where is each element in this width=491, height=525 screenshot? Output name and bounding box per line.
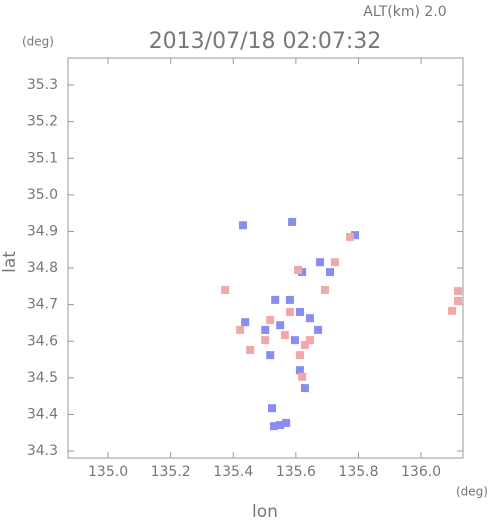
radar-cell <box>295 366 304 375</box>
radar-cell <box>300 384 309 393</box>
radar-cell <box>285 307 294 316</box>
radar-cell <box>453 287 462 296</box>
y-tick-label: 34.3 <box>27 443 58 459</box>
x-tick-label: 135.4 <box>213 464 253 480</box>
chart-title: 2013/07/18 02:07:32 <box>149 29 382 54</box>
y-tick-label: 34.9 <box>27 223 58 239</box>
radar-cell <box>276 321 285 330</box>
radar-cell <box>294 265 303 274</box>
radar-cell <box>453 297 462 306</box>
y-tick-label: 34.5 <box>27 370 58 386</box>
radar-cell <box>330 258 339 267</box>
radar-cell <box>280 331 289 340</box>
radar-cell <box>266 351 275 360</box>
x-tick-label: 135.6 <box>276 464 316 480</box>
x-tick-label: 135.2 <box>151 464 191 480</box>
radar-cell <box>276 421 285 430</box>
y-tick-label: 34.6 <box>27 333 58 349</box>
radar-cell <box>295 351 304 360</box>
radar-cell <box>295 307 304 316</box>
radar-cell <box>305 314 314 323</box>
y-tick-label: 34.8 <box>27 260 58 276</box>
radar-cell <box>261 336 270 345</box>
y-tick-label: 34.7 <box>27 297 58 313</box>
radar-cell <box>298 372 307 381</box>
y-tick-label: 35.2 <box>27 114 58 130</box>
radar-cell <box>351 231 360 240</box>
y-tick-label: 35.1 <box>27 150 58 166</box>
radar-cell <box>325 268 334 277</box>
y-unit: (deg) <box>22 35 54 49</box>
radar-cell <box>300 340 309 349</box>
x-tick-label: 135.8 <box>338 464 378 480</box>
radar-cell <box>305 336 314 345</box>
y-axis-label: lat <box>0 251 20 273</box>
radar-cell <box>271 295 280 304</box>
radar-cell <box>285 295 294 304</box>
y-tick-label: 35.0 <box>27 187 58 203</box>
radar-cell <box>298 268 307 277</box>
radar-cell <box>314 325 323 334</box>
plot-frame <box>67 57 464 459</box>
x-unit: (deg) <box>456 485 488 499</box>
radar-cell <box>236 325 245 334</box>
radar-cell <box>261 325 270 334</box>
radar-cell <box>282 418 291 427</box>
radar-cell <box>221 286 230 295</box>
radar-cell <box>320 286 329 295</box>
radar-cell <box>266 316 275 325</box>
x-tick-label: 136.0 <box>401 464 441 480</box>
y-tick-label: 34.4 <box>27 406 58 422</box>
radar-cell <box>241 318 250 327</box>
radar-cell <box>288 217 297 226</box>
radar-cell <box>269 422 278 431</box>
radar-cell <box>246 346 255 355</box>
radar-cell <box>238 221 247 230</box>
radar-cell <box>448 306 457 315</box>
radar-cell <box>346 232 355 241</box>
radar-cell <box>290 336 299 345</box>
y-tick-label: 35.3 <box>27 77 58 93</box>
radar-cell <box>268 404 277 413</box>
radar-cell <box>315 258 324 267</box>
altitude: ALT(km) 2.0 <box>363 4 446 20</box>
x-axis-label: lon <box>252 502 278 521</box>
x-tick-label: 135.0 <box>88 464 128 480</box>
